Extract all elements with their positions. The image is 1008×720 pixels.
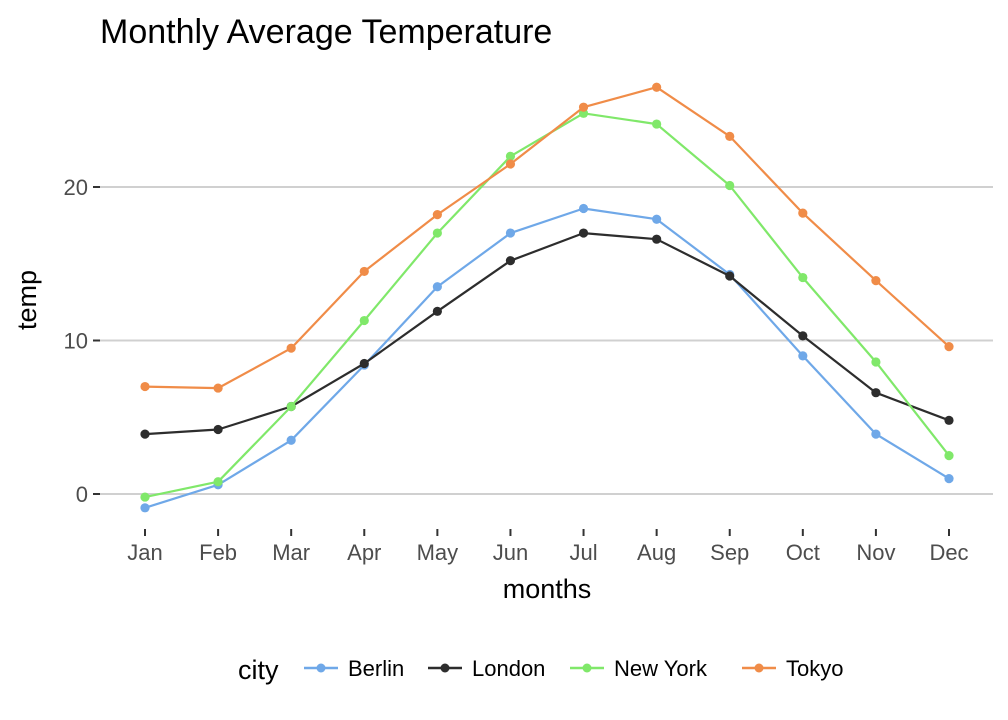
- series-line: [144, 232, 950, 436]
- data-point: [140, 503, 150, 513]
- series-tokyo: [140, 82, 954, 393]
- x-axis-title: months: [503, 574, 592, 604]
- x-tick-label: Oct: [786, 540, 820, 565]
- legend-label: London: [472, 656, 545, 681]
- data-point: [578, 203, 589, 214]
- y-tick-label: 10: [64, 329, 88, 354]
- data-point: [213, 424, 223, 435]
- data-point: [944, 415, 954, 425]
- data-point: [871, 276, 881, 286]
- data-point: [652, 119, 662, 129]
- series-line: [144, 207, 950, 509]
- data-point: [140, 492, 150, 502]
- x-tick-label: Apr: [347, 540, 381, 565]
- data-point: [798, 208, 808, 218]
- data-point: [505, 159, 516, 169]
- chart-title: Monthly Average Temperature: [100, 13, 552, 51]
- series-new-york: [140, 108, 954, 502]
- data-point: [725, 180, 735, 191]
- data-point: [578, 228, 589, 238]
- x-tick-label: May: [417, 540, 459, 565]
- legend-key-point: [440, 663, 450, 673]
- x-tick-label: Dec: [929, 540, 968, 565]
- x-tick-label: Aug: [637, 540, 676, 565]
- data-point: [140, 429, 150, 439]
- data-point: [432, 282, 442, 292]
- data-point: [432, 228, 442, 238]
- data-point: [286, 401, 296, 412]
- y-tick-label: 0: [76, 482, 88, 507]
- data-point: [944, 451, 954, 461]
- data-point: [432, 210, 442, 220]
- data-point: [725, 131, 735, 141]
- data-point: [213, 383, 223, 393]
- legend-item: London: [428, 656, 545, 681]
- data-point: [798, 272, 808, 283]
- series-line: [144, 86, 950, 390]
- data-point: [944, 474, 954, 484]
- data-point: [286, 435, 296, 445]
- grid-layer: [100, 186, 993, 495]
- data-point: [213, 477, 223, 487]
- x-tick-label: Feb: [199, 540, 237, 565]
- legend-key-point: [316, 663, 326, 673]
- data-point: [432, 306, 442, 316]
- data-point: [652, 214, 662, 224]
- x-tick-label: Sep: [710, 540, 749, 565]
- legend-item: Tokyo: [742, 656, 843, 681]
- data-point: [871, 357, 881, 367]
- data-point: [871, 388, 881, 398]
- data-point: [798, 351, 808, 361]
- legend-label: New York: [614, 656, 708, 681]
- data-point: [798, 331, 808, 341]
- data-point: [725, 271, 735, 281]
- series-layer: [140, 82, 954, 513]
- data-point: [359, 315, 369, 326]
- data-point: [140, 381, 150, 392]
- y-tick-label: 20: [64, 175, 88, 200]
- data-point: [652, 234, 662, 244]
- legend: city Berlin London New York Tokyo: [238, 655, 843, 685]
- x-axis: Jan Feb Mar Apr May Jun Jul Aug Sep Oct Nov Dec: [127, 529, 969, 565]
- series-london: [140, 228, 954, 439]
- x-tick-label: Mar: [272, 540, 310, 565]
- legend-key-point: [582, 663, 592, 673]
- data-point: [505, 256, 516, 266]
- y-axis: 0 10 20: [64, 175, 100, 507]
- legend-label: Berlin: [348, 656, 404, 681]
- y-axis-title: temp: [12, 270, 42, 330]
- data-point: [578, 102, 589, 112]
- legend-title: city: [238, 655, 279, 685]
- data-point: [944, 342, 954, 352]
- data-point: [505, 228, 516, 238]
- legend-key-point: [754, 663, 764, 673]
- x-tick-label: Jul: [569, 540, 597, 565]
- data-point: [286, 343, 296, 353]
- legend-item: Berlin: [304, 656, 404, 681]
- x-tick-label: Jun: [493, 540, 528, 565]
- x-tick-label: Jan: [127, 540, 162, 565]
- series-line: [144, 112, 950, 499]
- data-point: [505, 151, 516, 161]
- data-point: [359, 358, 369, 369]
- data-point: [652, 82, 662, 92]
- legend-item: New York: [570, 656, 708, 681]
- x-tick-label: Nov: [856, 540, 895, 565]
- data-point: [359, 266, 369, 277]
- legend-label: Tokyo: [786, 656, 843, 681]
- data-point: [871, 429, 881, 439]
